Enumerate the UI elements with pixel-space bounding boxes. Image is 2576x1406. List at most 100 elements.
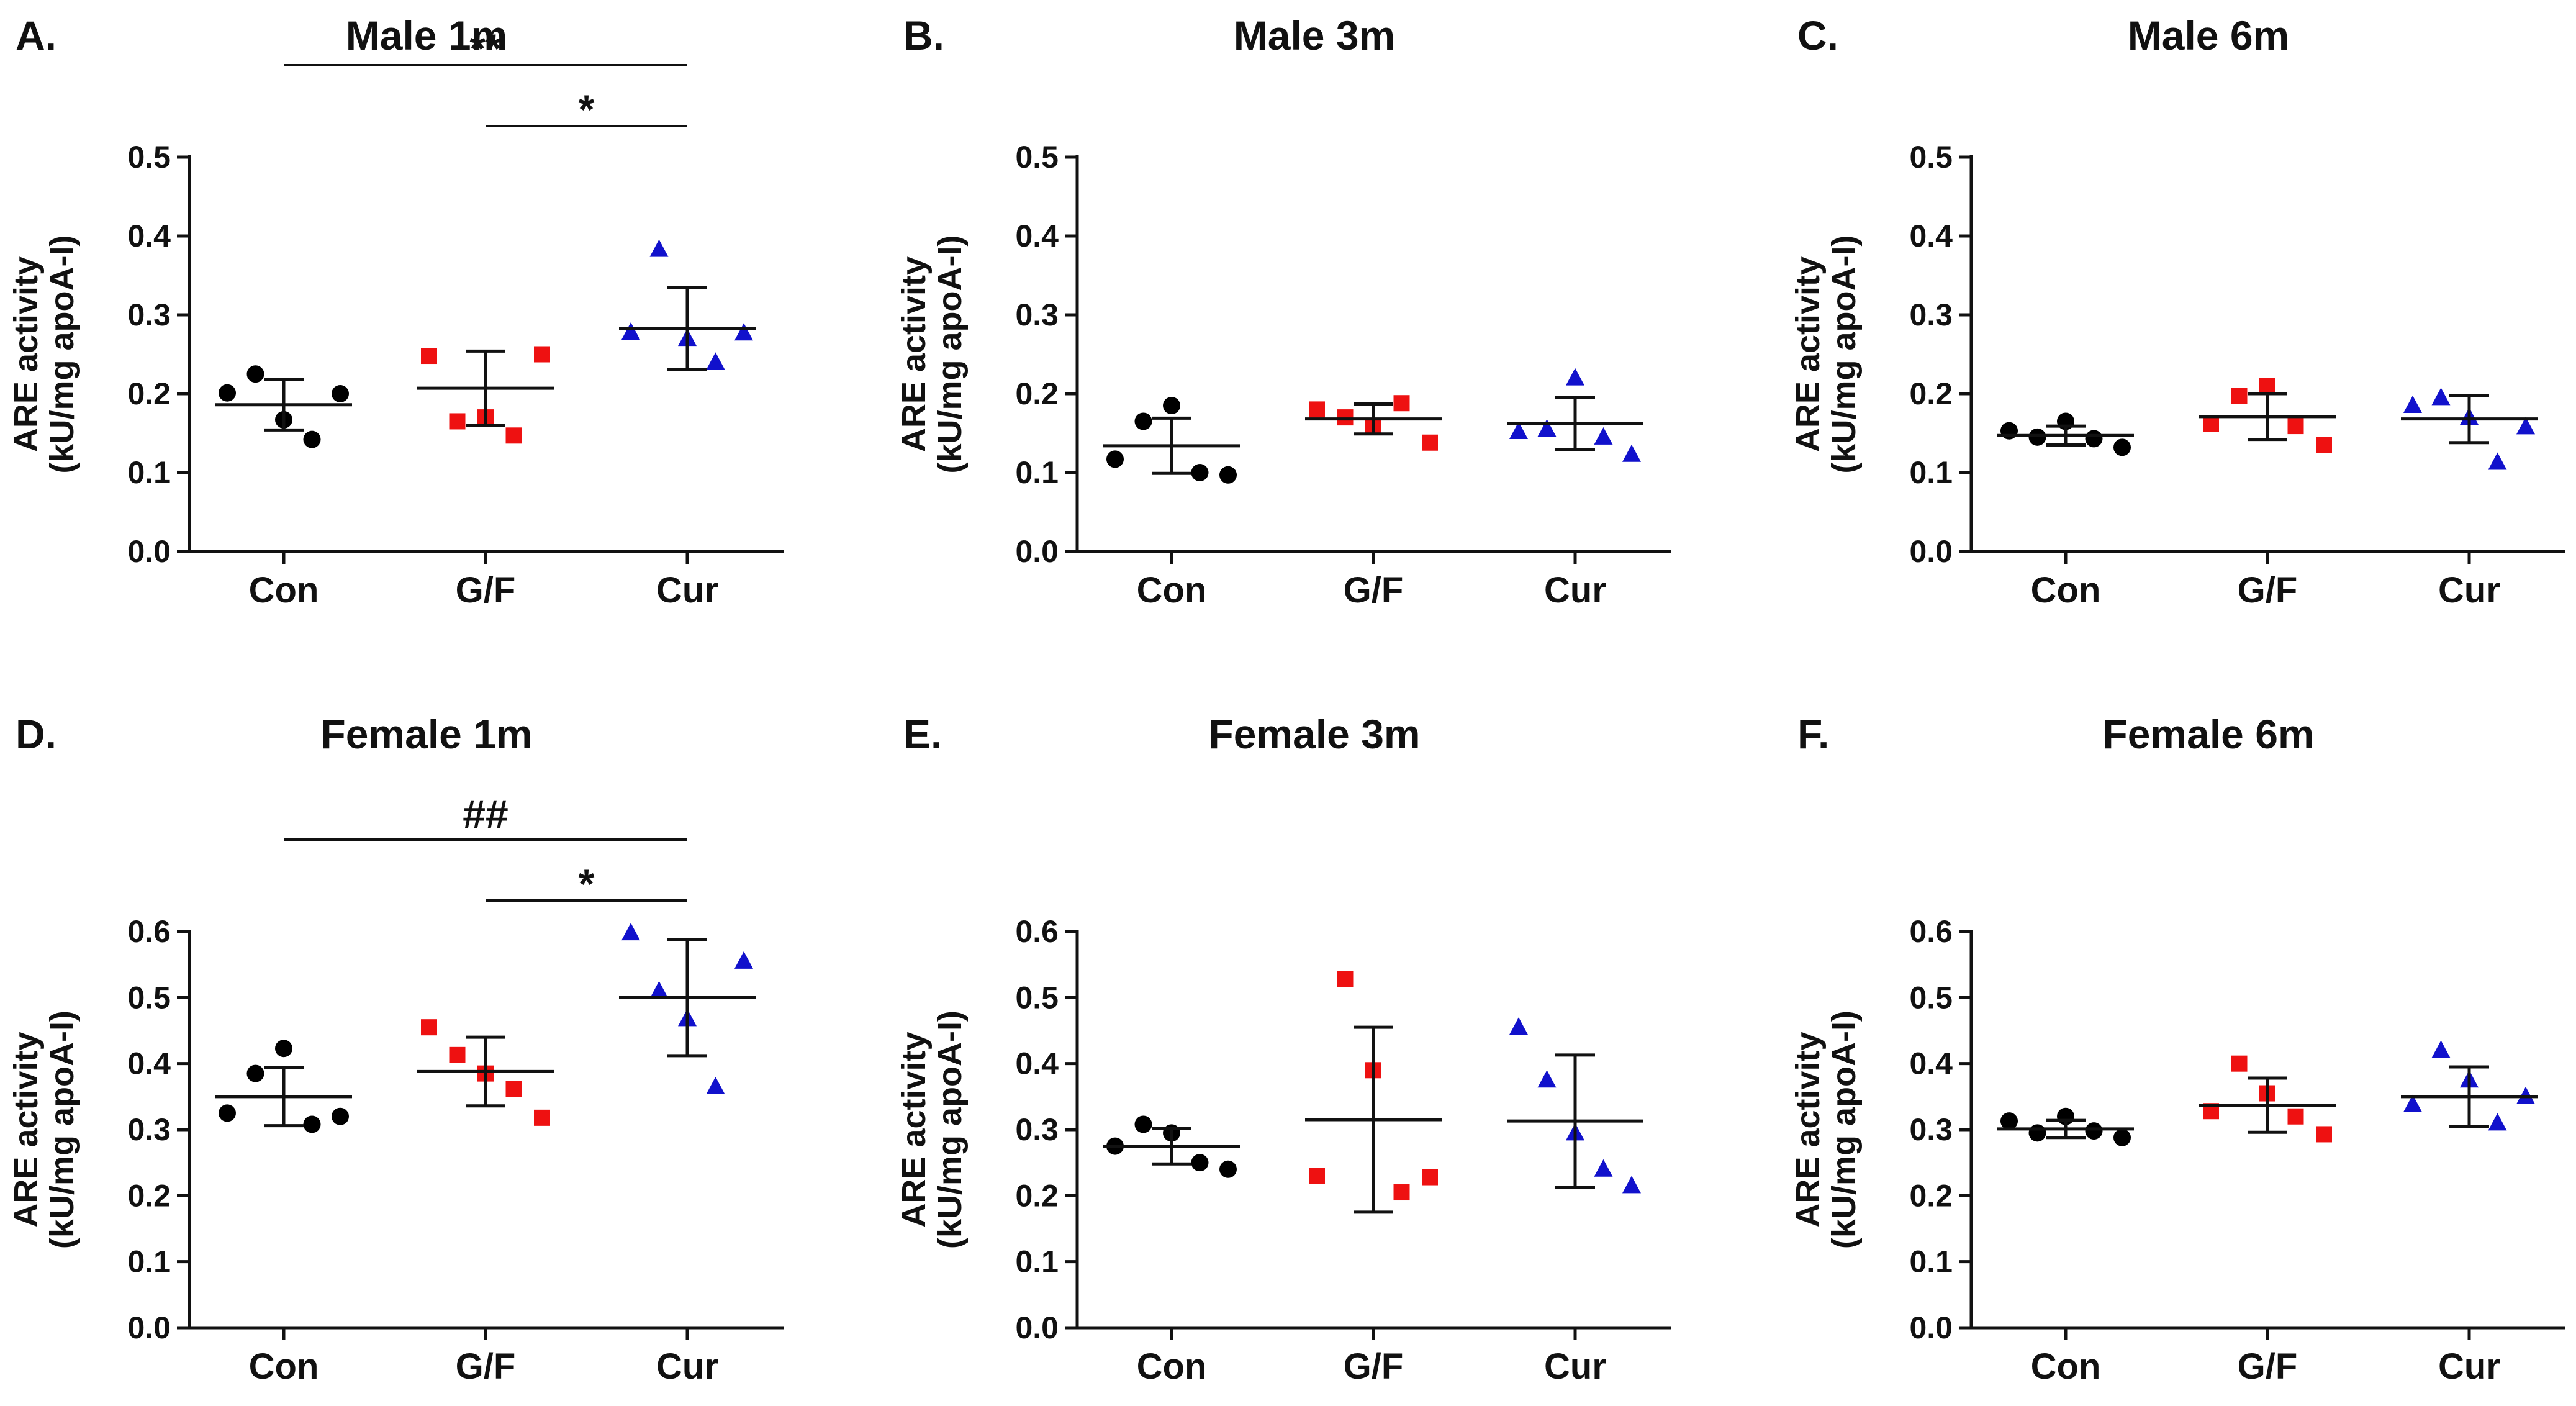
y-tick-label: 0.3 [127,297,171,332]
panel-letter: C. [1797,12,1838,58]
x-tick-label: Con [1137,1346,1207,1387]
data-point [1422,1169,1438,1186]
y-tick-label: 0.0 [1015,534,1059,569]
data-point [505,1081,522,1097]
data-point [1337,971,1354,987]
x-tick-label: G/F [1344,570,1404,610]
y-axis-label-line2: (kU/mg apoA-I) [43,235,81,474]
x-tick-label: Cur [656,1346,718,1387]
data-point [219,384,236,402]
y-axis-label-line1: ARE activity [7,1032,45,1227]
y-tick-label: 0.3 [1015,297,1059,332]
data-point [2516,417,2535,435]
data-point [2287,418,2304,435]
data-point [2403,1094,2422,1112]
panel-3: C. Male 6m ARE activity(kU/mg apoA-I) 0.0 0.… [1789,12,2565,610]
data-point [2113,438,2131,456]
y-axis-label-line1: ARE activity [895,1032,933,1227]
y-tick-label: 0.5 [127,980,171,1015]
y-tick-label: 0.0 [1909,534,1953,569]
data-point [275,1040,292,1058]
data-point [649,981,669,999]
x-tick-label: G/F [2238,1346,2298,1387]
y-tick-label: 0.2 [1909,376,1953,411]
y-tick-label: 0.5 [1015,140,1059,175]
y-tick-label: 0.0 [127,534,171,569]
x-tick-label: G/F [456,570,516,610]
data-point [649,239,669,257]
data-point [706,1076,725,1094]
data-point [2231,388,2248,404]
panel-letter: D. [16,711,56,757]
y-tick-label: 0.3 [1909,297,1953,332]
data-point [2316,1126,2332,1143]
y-axis-label: ARE activity(kU/mg apoA-I) [1789,235,1863,474]
y-tick-label: 0.3 [127,1112,171,1147]
y-axis-label-line2: (kU/mg apoA-I) [1825,1010,1863,1249]
data-point [246,1064,264,1082]
panel-title: Male 3m [1234,12,1395,58]
panel-letter: F. [1797,711,1829,757]
data-point [1337,409,1354,426]
data-point [2488,1113,2507,1131]
y-tick-label: 0.0 [1909,1310,1953,1345]
panel-title: Male 1m [346,12,507,58]
panel-1: A. Male 1m ARE activity(kU/mg apoA-I) 0.0 0.… [7,12,784,610]
data-point [534,1109,550,1126]
y-axis-label: ARE activity(kU/mg apoA-I) [1789,1010,1863,1249]
y-tick-label: 0.1 [1015,455,1059,490]
y-tick-label: 0.0 [1015,1310,1059,1345]
data-point [219,1104,236,1122]
x-tick-label: Con [2031,1346,2101,1387]
data-point [2085,430,2103,448]
data-point [2203,415,2219,432]
y-tick-label: 0.2 [1909,1178,1953,1213]
y-tick-label: 0.1 [127,1245,171,1279]
y-axis-label-line2: (kU/mg apoA-I) [931,235,969,474]
significance-label: ## [463,791,508,837]
data-point [734,951,753,969]
data-point [1219,466,1237,484]
data-point [2000,1112,2018,1130]
y-tick-label: 0.1 [1909,455,1953,490]
x-tick-label: Cur [1544,1346,1606,1387]
data-point [1163,397,1180,415]
y-tick-label: 0.6 [127,914,171,949]
y-tick-label: 0.2 [127,1178,171,1213]
data-point [2085,1122,2103,1140]
data-point [303,1115,321,1133]
data-point [2431,388,2451,406]
significance-label: * [579,861,595,907]
y-tick-label: 0.3 [1909,1112,1953,1147]
panel-2: B. Male 3m ARE activity(kU/mg apoA-I) 0.0 0.… [895,12,1671,610]
y-tick-label: 0.2 [1015,1178,1059,1213]
x-tick-label: G/F [456,1346,516,1387]
y-tick-label: 0.2 [1015,376,1059,411]
y-tick-label: 0.1 [127,455,171,490]
data-point [1393,395,1410,412]
x-tick-label: Con [2031,570,2101,610]
y-axis-label: ARE activity(kU/mg apoA-I) [895,235,969,474]
panel-4: D. Female 1m ARE activity(kU/mg apoA-I) 0.0… [7,711,784,1387]
y-axis-label-line1: ARE activity [1789,256,1827,452]
data-point [246,365,264,383]
data-point [2316,437,2332,453]
x-tick-label: Con [1137,570,1207,610]
panel-6: F. Female 6m ARE activity(kU/mg apoA-I) 0.0… [1789,711,2565,1387]
data-point [505,427,522,444]
y-axis-label: ARE activity(kU/mg apoA-I) [7,235,81,474]
y-axis-label-line2: (kU/mg apoA-I) [931,1010,969,1249]
data-point [1622,444,1641,462]
panel-title: Female 1m [320,711,532,757]
data-point [421,1019,437,1036]
panel-title: Female 6m [2102,711,2314,757]
data-point [449,1046,466,1063]
y-tick-label: 0.2 [127,376,171,411]
data-point [706,352,725,370]
y-axis-label-line2: (kU/mg apoA-I) [43,1010,81,1249]
x-tick-label: Cur [1544,570,1606,610]
panel-letter: E. [903,711,942,757]
data-point [1309,1168,1325,1184]
x-tick-label: Con [249,1346,319,1387]
